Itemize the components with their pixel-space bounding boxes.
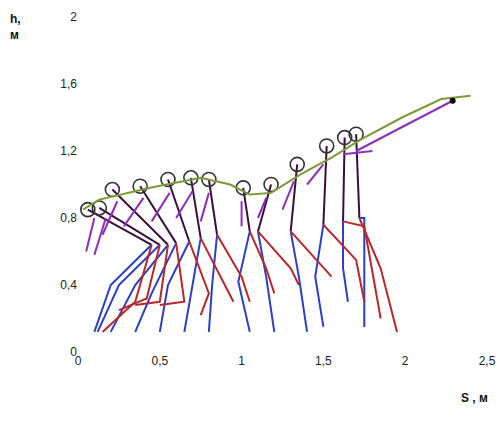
svg-text:1,5: 1,5	[315, 354, 332, 368]
svg-text:2: 2	[70, 10, 77, 24]
svg-text:2,5: 2,5	[479, 354, 496, 368]
svg-text:0: 0	[75, 354, 82, 368]
svg-text:1,2: 1,2	[60, 144, 77, 158]
svg-text:1: 1	[238, 354, 245, 368]
svg-text:S , м: S , м	[461, 391, 488, 405]
svg-text:h,м: h,м	[10, 12, 21, 42]
svg-text:2: 2	[402, 354, 409, 368]
svg-text:0,8: 0,8	[60, 211, 77, 225]
svg-text:0: 0	[70, 345, 77, 359]
svg-text:0,4: 0,4	[60, 278, 77, 292]
svg-text:1,6: 1,6	[60, 77, 77, 91]
svg-text:0,5: 0,5	[151, 354, 168, 368]
